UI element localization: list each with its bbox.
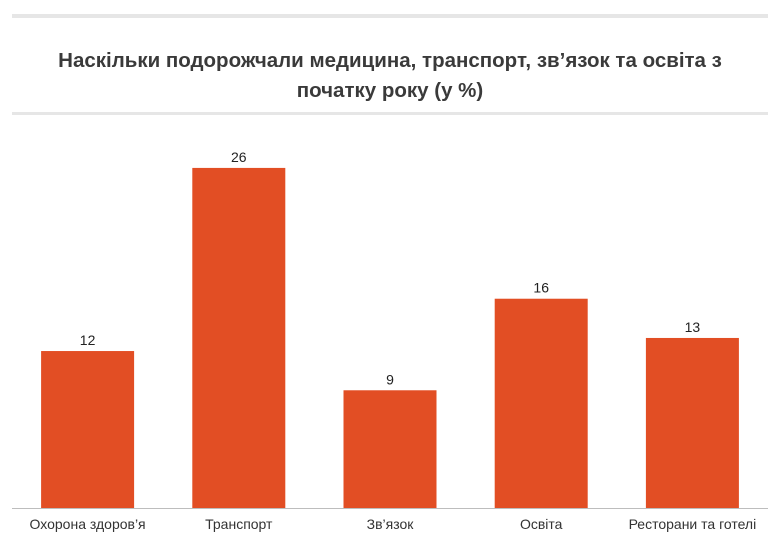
title-divider <box>12 112 768 115</box>
bars-group <box>41 167 739 509</box>
bar <box>192 167 286 509</box>
x-tick-label: Зв’язок <box>367 516 415 532</box>
bar <box>494 298 588 508</box>
x-tick-label: Транспорт <box>205 516 273 532</box>
x-tick-labels-group: Охорона здоров’я Транспорт Зв’язок Освіта Ре… <box>30 516 757 532</box>
data-label: 13 <box>685 319 701 335</box>
x-tick-label: Освіта <box>520 516 563 532</box>
top-divider <box>12 14 768 18</box>
bar <box>645 337 739 508</box>
data-label: 12 <box>80 332 96 348</box>
data-label: 26 <box>231 149 247 165</box>
data-label: 16 <box>533 280 549 296</box>
bar <box>343 390 437 508</box>
bar <box>41 351 135 508</box>
data-label: 9 <box>386 371 394 387</box>
chart-title: Наскільки подорожчали медицина, транспор… <box>58 49 722 102</box>
x-tick-label: Ресторани та готелі <box>629 516 757 532</box>
data-labels-group: 12 26 9 16 13 <box>80 149 701 387</box>
x-tick-label: Охорона здоров’я <box>30 516 146 532</box>
